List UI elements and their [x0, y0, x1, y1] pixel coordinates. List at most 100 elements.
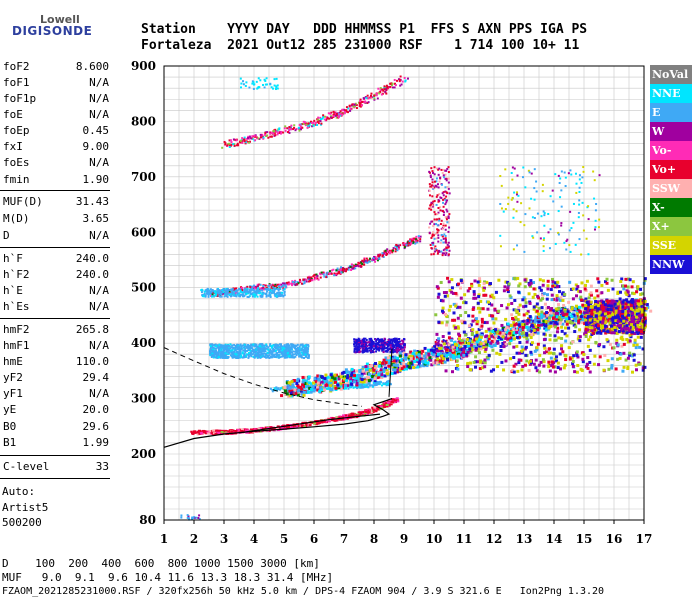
echo-point: [429, 348, 433, 352]
echo-point: [259, 354, 262, 357]
echo-point: [210, 346, 213, 349]
echo-point: [264, 426, 268, 429]
echo-point: [353, 338, 356, 341]
echo-point: [215, 349, 218, 352]
echo-point: [389, 351, 392, 354]
echo-point: [264, 350, 267, 353]
echo-point: [268, 350, 271, 353]
echo-point: [602, 368, 606, 372]
echo-point: [375, 350, 378, 353]
param-separator: [0, 190, 110, 191]
echo-point: [629, 335, 633, 339]
echo-point: [531, 331, 535, 335]
echo-point: [236, 430, 240, 433]
echo-point: [246, 349, 249, 352]
echo-point: [557, 315, 561, 319]
echo-point: [212, 349, 215, 352]
param-separator: [0, 247, 110, 248]
echo-point: [371, 384, 374, 387]
echo-point: [506, 324, 510, 328]
echo-point: [529, 335, 533, 339]
echo-point: [252, 351, 255, 354]
echo-point: [445, 320, 449, 324]
echo-point: [303, 347, 306, 350]
echo-point: [325, 383, 329, 387]
param-row: yE 20.0: [3, 403, 109, 416]
echo-point: [473, 343, 477, 347]
echo-point: [313, 383, 317, 387]
echo-point: [456, 363, 460, 367]
echo-point: [538, 314, 542, 318]
echo-point: [219, 354, 222, 357]
echo-point: [450, 290, 454, 294]
echo-point: [477, 351, 481, 355]
param-name: D: [3, 229, 10, 242]
echo-point: [223, 346, 226, 349]
echo-point: [604, 280, 608, 284]
echo-point: [439, 280, 443, 284]
echo-point: [482, 288, 486, 292]
echo-point: [558, 352, 562, 356]
echo-point: [296, 349, 299, 352]
echo-point: [482, 282, 486, 286]
header-labels: Station YYYY DAY DDD HHMMSS P1 FFS S AXN…: [141, 22, 588, 37]
echo-point: [390, 400, 394, 403]
echo-point: [440, 321, 444, 325]
auto-version: 500200: [2, 516, 42, 529]
echo-point: [530, 352, 534, 356]
echo-point: [498, 329, 502, 333]
echo-point: [588, 309, 592, 313]
echo-point: [391, 350, 394, 353]
echo-point: [371, 346, 374, 349]
echo-point: [495, 365, 499, 369]
echo-point: [472, 306, 476, 310]
param-row: foEs N/A: [3, 156, 109, 169]
echo-point: [585, 279, 589, 283]
echo-point: [342, 370, 346, 374]
echo-point: [527, 368, 531, 372]
echo-point: [454, 304, 458, 308]
echo-point: [586, 366, 590, 370]
echo-point: [300, 424, 304, 427]
echo-point: [209, 353, 212, 356]
echo-point: [324, 373, 328, 377]
echo-point: [369, 343, 372, 346]
echo-point: [450, 286, 454, 290]
echo-point: [537, 296, 541, 300]
echo-point: [483, 340, 487, 344]
echo-point: [229, 354, 232, 357]
echo-point: [389, 339, 392, 342]
echo-point: [430, 363, 434, 367]
echo-point: [506, 337, 510, 341]
echo-point: [252, 355, 255, 358]
echo-point: [243, 346, 246, 349]
echo-point: [581, 315, 585, 319]
echo-point: [247, 348, 250, 351]
echo-point: [555, 330, 559, 334]
echo-point: [283, 389, 287, 393]
echo-point: [523, 285, 527, 289]
echo-point: [230, 430, 234, 433]
echo-point: [340, 379, 344, 383]
echo-point: [434, 359, 438, 363]
echo-point: [435, 347, 439, 351]
echo-point: [383, 337, 386, 340]
echo-point: [565, 322, 569, 326]
echo-point: [616, 357, 620, 361]
echo-point: [242, 349, 245, 352]
echo-point: [401, 339, 404, 342]
echo-point: [267, 346, 270, 349]
echo-point: [603, 310, 607, 314]
echo-point: [460, 352, 464, 356]
echo-point: [483, 361, 487, 365]
echo-point: [602, 345, 606, 349]
echo-point: [476, 301, 480, 305]
echo-point: [489, 326, 493, 330]
echo-point: [244, 349, 247, 352]
echo-point: [391, 346, 394, 349]
echo-point: [316, 374, 320, 378]
echo-point: [544, 328, 548, 332]
echo-point: [451, 318, 455, 322]
echo-point: [244, 343, 247, 346]
echo-point: [355, 343, 358, 346]
